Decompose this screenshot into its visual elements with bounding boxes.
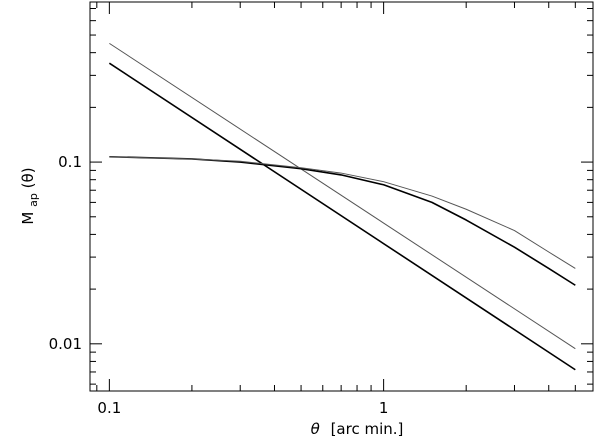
series-line-1 bbox=[108, 62, 576, 371]
x-axis-symbol: θ bbox=[311, 420, 320, 438]
tick-labels: 0.1 1 0.01 0.1 bbox=[49, 153, 389, 417]
series-line-3 bbox=[109, 155, 576, 286]
y-axis-subscript: ap bbox=[27, 193, 40, 207]
y-tick-label: 0.1 bbox=[58, 153, 82, 171]
y-axis-main: M bbox=[19, 212, 37, 225]
y-tick-label: 0.01 bbox=[49, 335, 82, 353]
x-axis-title: θ [arc min.] bbox=[311, 420, 404, 438]
series-line-2 bbox=[109, 42, 576, 350]
major-ticks bbox=[90, 2, 593, 391]
minor-ticks bbox=[90, 2, 593, 391]
series-layer bbox=[108, 42, 576, 371]
x-tick-label: 0.1 bbox=[97, 399, 121, 417]
x-tick-label: 1 bbox=[379, 399, 389, 417]
y-axis-title: M ap (θ) bbox=[19, 167, 41, 224]
y-axis-argument: (θ) bbox=[19, 167, 37, 188]
x-axis-unit: [arc min.] bbox=[331, 420, 404, 438]
series-line-4 bbox=[109, 156, 576, 269]
